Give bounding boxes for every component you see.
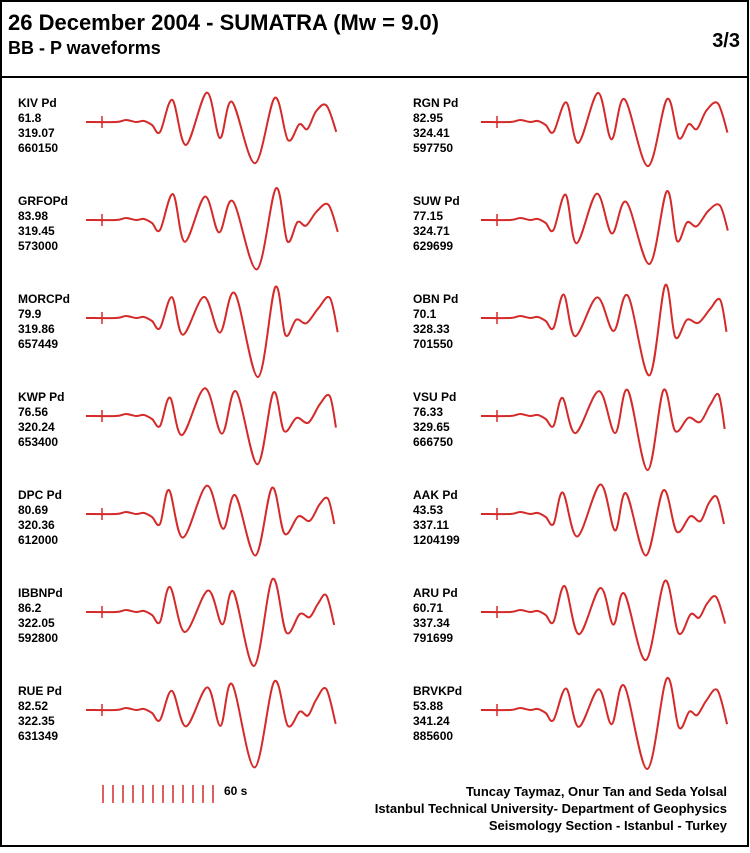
station-name: OBN Pd <box>413 292 458 306</box>
station-value: 82.95 <box>413 111 443 125</box>
waveform <box>480 91 729 168</box>
credit: Istanbul Technical University- Departmen… <box>375 801 727 816</box>
station-value: 320.24 <box>18 420 55 434</box>
station-value: 653400 <box>18 435 58 449</box>
station-value: 82.52 <box>18 699 48 713</box>
station-value: 319.86 <box>18 322 55 336</box>
station-value: 80.69 <box>18 503 48 517</box>
station-value: 885600 <box>413 729 453 743</box>
credit: Tuncay Taymaz, Onur Tan and Seda Yolsal <box>466 784 727 799</box>
station-value: 791699 <box>413 631 453 645</box>
station-value: 657449 <box>18 337 58 351</box>
station-value: 53.88 <box>413 699 443 713</box>
waveform <box>85 91 338 165</box>
station-value: 319.07 <box>18 126 55 140</box>
subtitle: BB - P waveforms <box>8 38 161 58</box>
scale-label: 60 s <box>224 784 248 798</box>
credit: Seismology Section - Istanbul - Turkey <box>489 818 728 833</box>
station-value: 61.8 <box>18 111 42 125</box>
waveform <box>480 579 727 662</box>
station-name: KIV Pd <box>18 96 57 110</box>
waveform <box>85 187 339 271</box>
waveform <box>480 483 725 557</box>
station-value: 612000 <box>18 533 58 547</box>
station-value: 319.45 <box>18 224 55 238</box>
station-value: 329.65 <box>413 420 450 434</box>
station-name: GRFOPd <box>18 194 68 208</box>
station-name: BRVKPd <box>413 684 462 698</box>
station-name: DPC Pd <box>18 488 62 502</box>
station-value: 592800 <box>18 631 58 645</box>
page-number: 3/3 <box>712 30 740 52</box>
station-value: 79.9 <box>18 307 42 321</box>
station-value: 666750 <box>413 435 453 449</box>
waveform <box>480 388 726 472</box>
station-value: 322.05 <box>18 616 55 630</box>
station-value: 660150 <box>18 141 58 155</box>
station-value: 597750 <box>413 141 453 155</box>
station-name: ARU Pd <box>413 586 458 600</box>
station-name: AAK Pd <box>413 488 458 502</box>
station-value: 337.11 <box>413 518 449 532</box>
waveform <box>480 190 729 266</box>
waveform <box>85 484 336 557</box>
waveform <box>85 680 337 769</box>
station-name: RUE Pd <box>18 684 62 698</box>
station-value: 341.24 <box>413 714 450 728</box>
station-value: 77.15 <box>413 209 443 223</box>
station-value: 43.53 <box>413 503 443 517</box>
station-name: MORCPd <box>18 292 70 306</box>
station-value: 324.41 <box>413 126 450 140</box>
station-value: 320.36 <box>18 518 55 532</box>
station-name: IBBNPd <box>18 586 63 600</box>
waveform <box>480 284 728 377</box>
title: 26 December 2004 - SUMATRA (Mw = 9.0) <box>8 10 439 35</box>
station-value: 337.34 <box>413 616 450 630</box>
station-value: 60.71 <box>413 601 443 615</box>
station-value: 328.33 <box>413 322 450 336</box>
station-value: 1204199 <box>413 533 460 547</box>
body-box <box>0 76 749 847</box>
station-value: 76.33 <box>413 405 443 419</box>
waveform <box>85 285 339 379</box>
station-value: 701550 <box>413 337 453 351</box>
station-value: 70.1 <box>413 307 437 321</box>
station-value: 322.35 <box>18 714 55 728</box>
station-value: 573000 <box>18 239 58 253</box>
station-value: 631349 <box>18 729 58 743</box>
station-value: 76.56 <box>18 405 48 419</box>
station-value: 86.2 <box>18 601 42 615</box>
station-value: 324.71 <box>413 224 450 238</box>
time-scale <box>102 785 214 803</box>
station-name: SUW Pd <box>413 194 460 208</box>
waveform <box>85 578 336 667</box>
station-name: VSU Pd <box>413 390 456 404</box>
waveform <box>85 387 337 466</box>
station-value: 629699 <box>413 239 453 253</box>
station-name: KWP Pd <box>18 390 64 404</box>
station-name: RGN Pd <box>413 96 458 110</box>
station-value: 83.98 <box>18 209 48 223</box>
waveform <box>480 677 729 771</box>
